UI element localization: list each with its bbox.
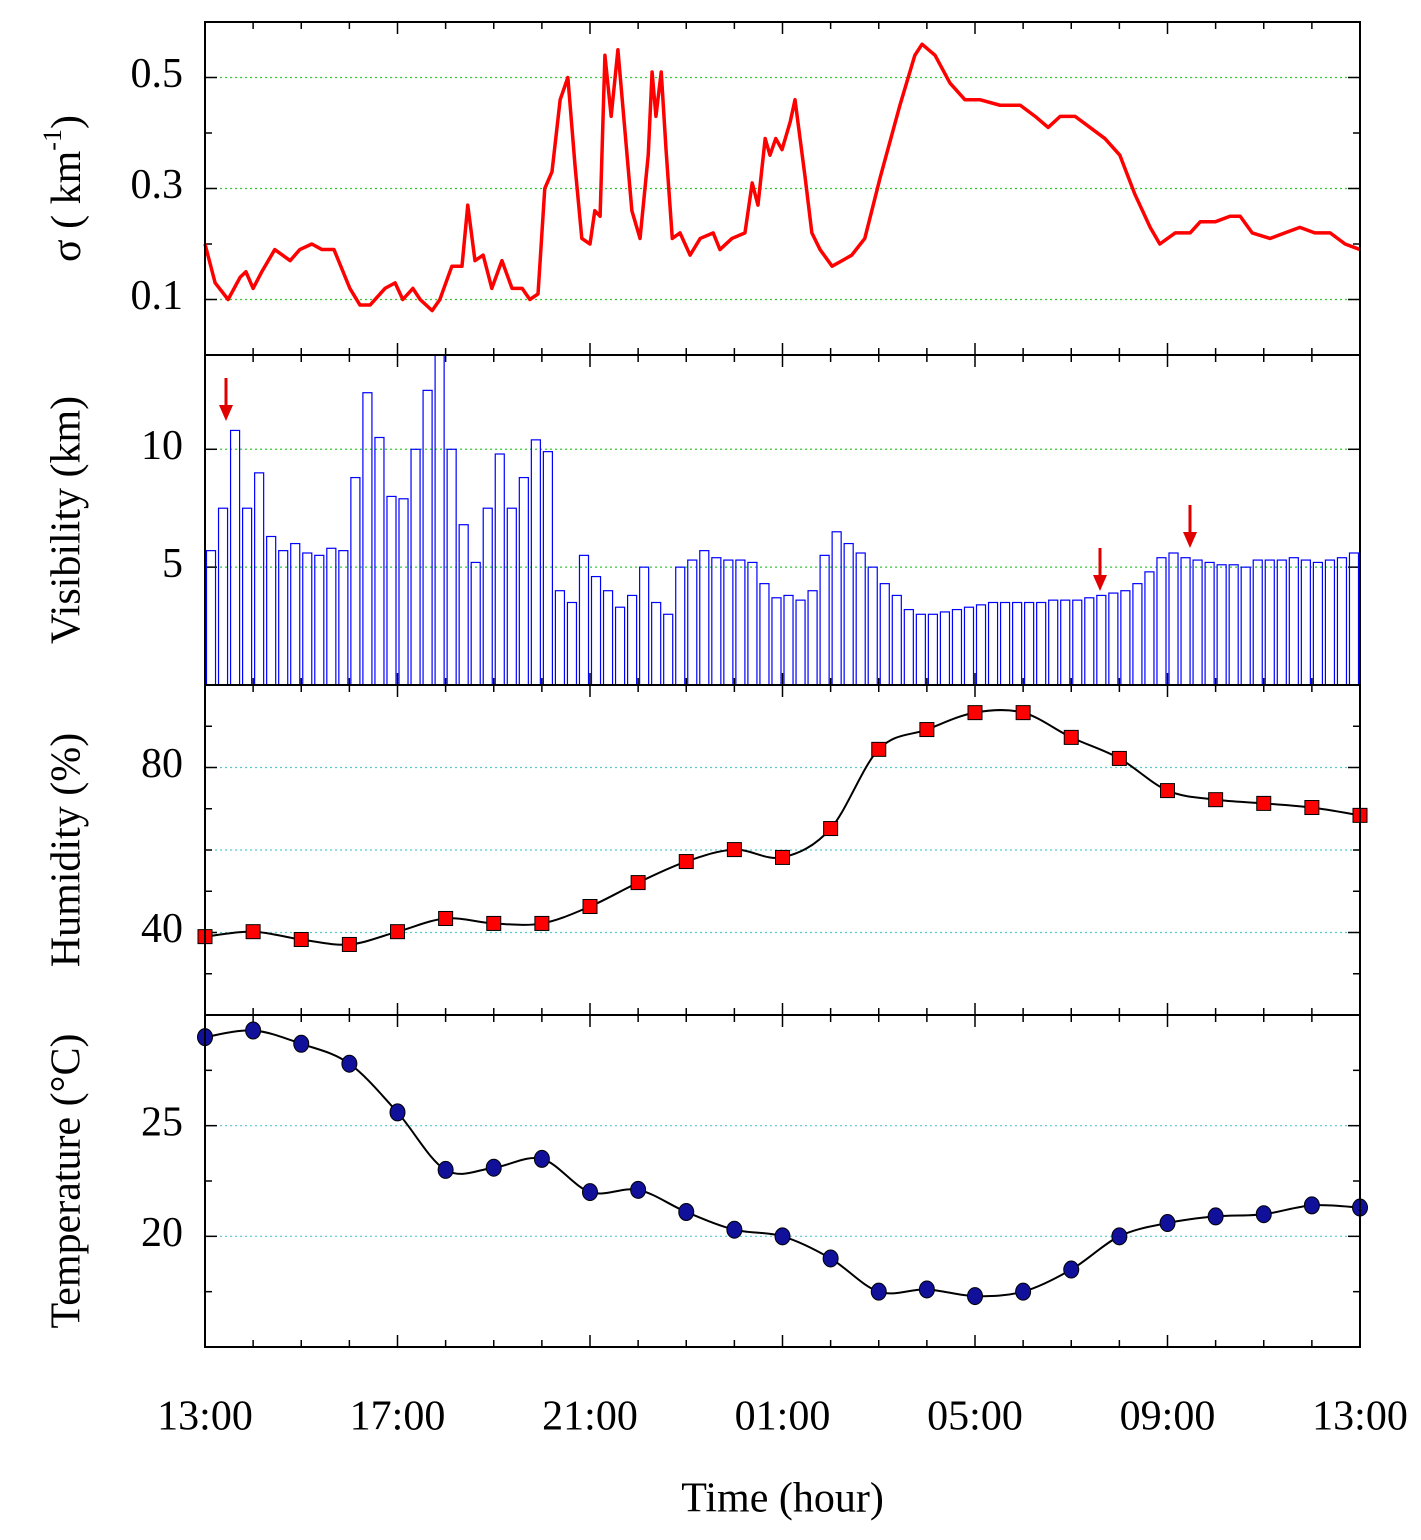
marker [918,1280,935,1299]
y-axis-label-part: -1 [38,129,67,151]
x-tick-label: 01:00 [735,1394,831,1440]
arrows [219,378,1197,591]
marker [775,849,790,865]
marker [293,1034,310,1053]
marker [871,741,887,757]
marker [1015,705,1031,721]
y-axis-label: Visibility (km) [44,396,90,644]
marker [726,842,742,858]
marker [967,1287,983,1306]
marker [1303,1196,1320,1215]
panel: 20 25 13:00 17:00 21:00 01:00 05:00 09:00 13:00 T… [44,1014,1408,1522]
y-tick-label: 20 [141,1210,183,1256]
marker [438,910,454,926]
marker [1304,800,1320,816]
marker [341,1054,358,1073]
y-axis-label: Temperature (°C) [44,1034,90,1329]
marker [726,1220,743,1239]
y-tick-label: 5 [162,541,183,587]
marker [245,1021,262,1040]
marker [293,932,309,948]
x-tick-label: 13:00 [1312,1394,1408,1440]
x-tick-label: 09:00 [1120,1394,1216,1440]
plots: 0.1 0.3 0.5 σ ( km-1) 5 10 Visibility (km) 40 80… [38,21,1408,1522]
arrow-head [1183,532,1197,548]
marker [1111,1227,1128,1246]
marker [870,1282,887,1301]
marker [245,924,261,940]
marker [630,875,646,891]
marker [533,1149,550,1168]
arrow-head [1093,575,1107,591]
marker [774,1227,791,1246]
marker [823,821,839,837]
x-tick-label: 17:00 [350,1394,446,1440]
y-tick-label: 80 [141,741,183,787]
y-axis-label-part: σ ( km [44,150,90,262]
marker [341,936,357,952]
y-axis-label-part: ) [44,115,90,129]
marker [1063,1260,1080,1279]
arrow-head [219,405,233,421]
y-axis-label: Humidity (%) [44,733,90,967]
marker [390,924,405,940]
line [203,42,1361,313]
marker [1111,750,1127,766]
marker [1256,795,1272,811]
marker [630,1180,647,1199]
marker [919,722,935,738]
marker [1208,792,1224,808]
y-tick-label: 40 [141,906,183,952]
marker [1063,729,1079,745]
x-tick-label: 21:00 [542,1394,638,1440]
marker [582,1183,598,1202]
y-tick-label: 25 [141,1099,183,1145]
marker [485,1158,502,1177]
y-tick-label: 0.5 [131,51,184,97]
y-tick-label: 0.1 [131,273,184,319]
marker [1255,1205,1272,1224]
marker [437,1160,454,1179]
x-axis-label: Time (hour) [681,1476,884,1522]
marker [967,705,983,721]
marker [678,1202,695,1221]
x-tick-label: 05:00 [927,1394,1023,1440]
y-tick-label: 0.3 [131,162,184,208]
marker [486,915,502,931]
marker [389,1103,406,1122]
y-tick-label: 10 [141,423,183,469]
plot-frame [204,1014,1361,1348]
marker [1159,1214,1176,1233]
panel: 40 80 Humidity (%) [44,684,1368,1016]
marker [582,899,598,915]
marker [822,1249,839,1268]
marker [534,915,550,931]
marker [678,854,694,870]
marker [1160,783,1175,799]
x-tick-label: 13:00 [157,1394,253,1440]
marker [1015,1282,1032,1301]
marker [1207,1207,1224,1226]
y-axis-label: σ ( km-1) [38,115,89,262]
